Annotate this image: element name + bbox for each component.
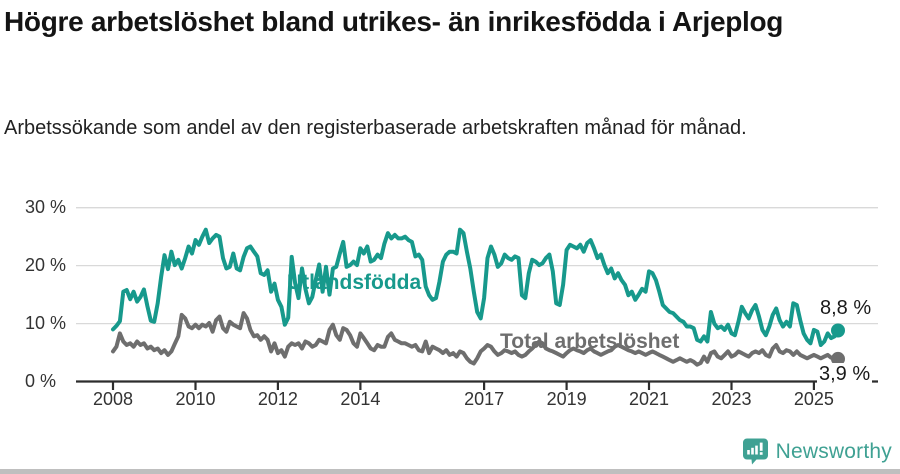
- x-tick-label: 2019: [546, 389, 587, 409]
- series-endpoint-dot: [831, 351, 845, 366]
- y-tick-label: 10 %: [25, 313, 67, 333]
- end-value-utlandsfodda: 8,8 %: [820, 297, 872, 319]
- x-tick-label: 2021: [628, 389, 670, 409]
- y-tick-label: 30 %: [25, 197, 67, 217]
- series-label-total: Total arbetslöshet: [500, 330, 680, 353]
- x-tick-label: 2008: [92, 389, 134, 409]
- chart-subtitle: Arbetssökande som andel av den registerb…: [4, 117, 747, 139]
- y-tick-label: 0 %: [25, 371, 57, 391]
- x-tick-label: 2017: [464, 389, 505, 409]
- newsworthy-logo: Newsworthy: [742, 438, 892, 465]
- end-value-total: 3,9 %: [817, 363, 873, 386]
- x-tick-label: 2025: [793, 389, 834, 409]
- x-axis: [76, 380, 878, 390]
- series-endpoint-dot: [831, 323, 845, 338]
- series-label-utlandsfodda: Utlandsfödda: [287, 271, 422, 294]
- y-tick-label: 20 %: [25, 255, 67, 275]
- x-tick-label: 2010: [175, 389, 216, 409]
- data-series-lines: [111, 227, 845, 367]
- x-tick-label: 2023: [711, 389, 752, 409]
- chart-title: Högre arbetslöshet bland utrikes- än inr…: [4, 6, 784, 37]
- series-line: [111, 311, 840, 367]
- footer-divider-bar: [0, 469, 900, 474]
- x-tick-label: 2012: [257, 389, 298, 409]
- newsworthy-wordmark: Newsworthy: [775, 439, 892, 463]
- series-line: [111, 227, 840, 347]
- newsworthy-bubble-chart-icon: [742, 438, 768, 465]
- x-tick-label: 2014: [340, 389, 381, 409]
